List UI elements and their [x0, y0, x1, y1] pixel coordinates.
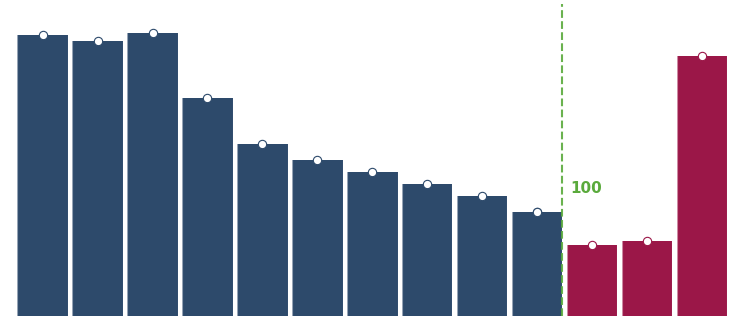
Bar — [676, 56, 728, 316]
Bar — [347, 172, 398, 316]
Bar — [17, 35, 68, 316]
Bar — [567, 245, 617, 316]
Bar — [182, 98, 232, 316]
Bar — [457, 196, 508, 316]
Bar — [72, 41, 123, 316]
Bar — [237, 144, 288, 316]
Bar — [512, 212, 562, 316]
Text: 100: 100 — [570, 181, 602, 196]
Bar — [402, 184, 452, 316]
Bar — [622, 241, 672, 316]
Bar — [128, 33, 178, 316]
Bar — [292, 160, 343, 316]
